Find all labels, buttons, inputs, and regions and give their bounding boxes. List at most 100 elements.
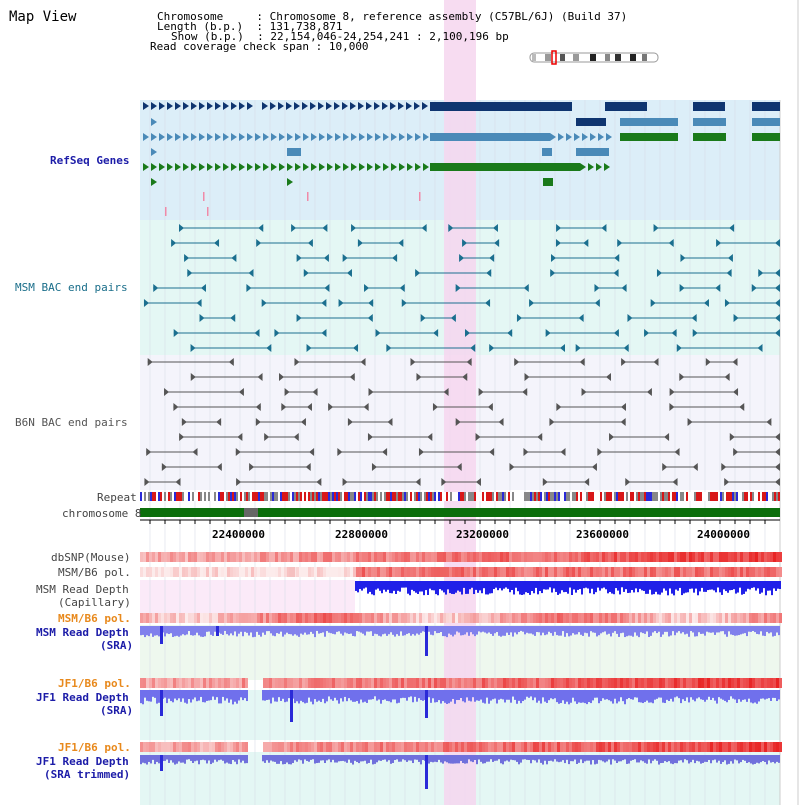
repeat-segment (648, 492, 650, 501)
depth-bar (532, 690, 534, 701)
depth-bar (743, 581, 745, 594)
polymorphism-cell (176, 742, 179, 752)
polymorphism-cell (764, 742, 767, 752)
depth-bar (561, 581, 563, 591)
polymorphism-cell (344, 742, 347, 752)
polymorphism-cell (392, 613, 395, 623)
polymorphism-cell (278, 742, 281, 752)
gene-arrow (406, 102, 412, 110)
polymorphism-cell (257, 613, 260, 623)
depth-bar (754, 755, 756, 764)
repeat-segment (280, 492, 282, 501)
depth-bar (578, 690, 580, 703)
bac-end-marker (349, 373, 355, 381)
polymorphism-cell (551, 678, 554, 688)
polymorphism-cell (587, 567, 590, 577)
depth-bar (442, 690, 444, 702)
depth-bar (666, 690, 668, 700)
polymorphism-cell (539, 678, 542, 688)
depth-bar (248, 626, 250, 636)
polymorphism-cell (773, 567, 776, 577)
bac-end-marker (309, 448, 315, 456)
polymorphism-cell (578, 678, 581, 688)
depth-bar (740, 755, 742, 763)
depth-bar (478, 690, 480, 701)
gene-arrow (286, 102, 292, 110)
depth-bar (350, 755, 352, 763)
depth-bar (541, 581, 543, 594)
depth-bar (643, 581, 645, 591)
depth-bar (774, 626, 776, 636)
polymorphism-cell (353, 678, 356, 688)
polymorphism-cell (455, 552, 458, 562)
depth-bar (474, 626, 476, 637)
depth-bar (150, 690, 152, 702)
repeat-segment (422, 492, 424, 501)
depth-bar (712, 690, 714, 698)
polymorphism-cell (464, 567, 467, 577)
depth-bar (292, 626, 294, 636)
bac-end-marker (617, 239, 623, 247)
repeat-segment (492, 492, 494, 501)
polymorphism-cell (473, 552, 476, 562)
depth-bar (568, 690, 570, 705)
depth-bar (682, 755, 684, 763)
polymorphism-cell (548, 678, 551, 688)
bac-end-marker (691, 314, 697, 322)
depth-bar (730, 755, 732, 762)
polymorphism-cell (206, 613, 209, 623)
depth-bar (642, 690, 644, 704)
polymorphism-cell (527, 613, 530, 623)
gene-arrow (247, 133, 253, 141)
polymorphism-cell (281, 567, 284, 577)
depth-bar (602, 690, 604, 699)
gene-arrow (287, 133, 293, 141)
polymorphism-cell (149, 742, 152, 752)
depth-bar (710, 626, 712, 633)
chromosome-ideogram[interactable] (529, 50, 659, 65)
depth-bar (640, 755, 642, 761)
gene-arrow (199, 102, 205, 110)
repeat-segment (188, 492, 190, 501)
depth-bar (528, 690, 530, 698)
polymorphism-cell (743, 613, 746, 623)
polymorphism-cell (431, 567, 434, 577)
polymorphism-cell (488, 567, 491, 577)
gene-arrow (215, 163, 221, 171)
gene-arrow (159, 133, 165, 141)
depth-bar (586, 690, 588, 705)
depth-bar (364, 755, 366, 761)
repeat-segment (490, 492, 492, 501)
polymorphism-cell (212, 678, 215, 688)
polymorphism-cell (245, 613, 248, 623)
gene-arrow (335, 133, 341, 141)
polymorphism-cell (500, 678, 503, 688)
repeat-segment (378, 492, 380, 501)
repeat-segment (670, 492, 672, 501)
depth-bar (732, 626, 734, 636)
bac-end-marker (578, 314, 584, 322)
repeat-segment (340, 492, 342, 501)
polymorphism-cell (209, 613, 212, 623)
bac-end-marker (726, 269, 732, 277)
depth-bar (466, 626, 468, 633)
polymorphism-cell (413, 552, 416, 562)
polymorphism-cell (617, 742, 620, 752)
polymorphism-cell (383, 552, 386, 562)
polymorphism-cell (644, 567, 647, 577)
depth-bar (630, 626, 632, 636)
polymorphism-cell (434, 678, 437, 688)
polymorphism-cell (287, 613, 290, 623)
polymorphism-cell (233, 678, 236, 688)
polymorphism-cell (701, 742, 704, 752)
gene-arrow (303, 133, 309, 141)
depth-bar (698, 626, 700, 633)
polymorphism-cell (359, 613, 362, 623)
polymorphism-cell (509, 678, 512, 688)
polymorphism-cell (761, 742, 764, 752)
polymorphism-cell (425, 613, 428, 623)
depth-bar (228, 755, 230, 764)
depth-bar (204, 690, 206, 703)
depth-bar (417, 581, 419, 594)
